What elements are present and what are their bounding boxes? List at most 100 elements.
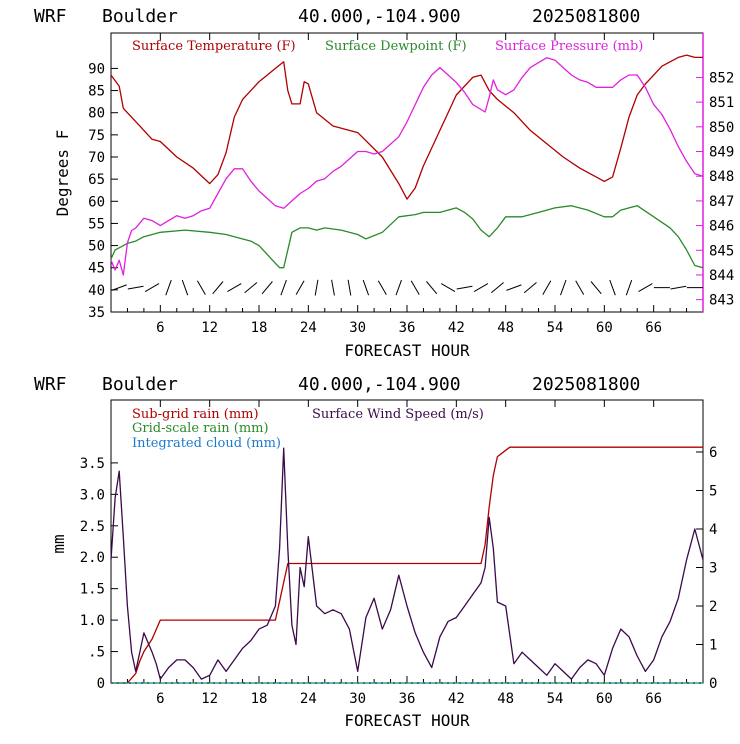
x-tick-label: 60 [596, 691, 613, 707]
precipitation-panel: 6 12 18 24 30 36 42 48 54 60 66 0.51.01.52.02.53.0… [49, 399, 717, 730]
wind-barb [295, 280, 305, 295]
wind-barb [347, 279, 352, 296]
legend-grid-scale-rain: Grid-scale rain (mm) [132, 421, 269, 436]
wind-barb [395, 279, 402, 296]
y-tick-label: 2.5 [80, 519, 105, 535]
series-sub-grid-rain [111, 446, 703, 684]
wind-barb [410, 280, 420, 295]
wind-barb [165, 279, 172, 296]
y-tick-label: 85 [88, 84, 105, 100]
panel1-legend: Surface Temperature (F) Surface Dewpoint… [132, 39, 643, 54]
wind-barb [542, 280, 552, 295]
panel1-y2-axis: 843 844 845 846 847 848 849 850 851 852 [696, 70, 734, 309]
wind-barb [362, 279, 370, 296]
wind-barb [506, 284, 522, 291]
panel1-y-label: Degrees F [53, 130, 72, 217]
wind-barb [670, 285, 687, 290]
wind-barb [331, 279, 335, 296]
wind-barb [377, 280, 387, 295]
y-tick-label: 45 [88, 261, 105, 277]
x-tick-label: 60 [596, 320, 613, 336]
wind-barb [490, 282, 504, 294]
y-tick-label: 3.5 [80, 456, 105, 472]
wind-barb [244, 282, 258, 294]
wind-barb [111, 284, 127, 291]
y2-tick-label: 850 [709, 120, 734, 136]
x-tick-label: 48 [497, 320, 514, 336]
panel2-header-date: 2025081800 [532, 374, 640, 395]
y2-tick-label: 843 [709, 293, 734, 309]
y2-tick-label: 2 [709, 599, 717, 615]
wind-barb [625, 279, 633, 296]
y-tick-label: 2.0 [80, 550, 105, 566]
panel1-header-date: 2025081800 [532, 6, 640, 27]
panel1-x-axis: 6 12 18 24 30 36 42 48 54 60 66 [126, 33, 688, 336]
x-tick-label: 36 [399, 691, 416, 707]
y2-tick-label: 847 [709, 194, 734, 210]
y-tick-label: 60 [88, 194, 105, 210]
series-surface-wind-speed [110, 447, 704, 680]
panel2-y2-axis: 0 1 2 3 4 5 6 [696, 445, 717, 692]
panel1-wind-barbs [111, 279, 703, 296]
y2-tick-label: 846 [709, 219, 734, 235]
panel2-legend: Sub-grid rain (mm) Surface Wind Speed (m… [132, 407, 484, 451]
x-tick-label: 66 [645, 691, 662, 707]
panel1-x-label: FORECAST HOUR [344, 341, 470, 360]
y2-tick-label: 849 [709, 145, 734, 161]
y2-tick-label: 848 [709, 169, 734, 185]
y-tick-label: 50 [88, 239, 105, 255]
x-tick-label: 54 [547, 691, 564, 707]
y-tick-label: 55 [88, 216, 105, 232]
wind-barb [523, 282, 537, 294]
x-tick-label: 36 [399, 320, 416, 336]
x-tick-label: 30 [349, 691, 366, 707]
wind-barb [609, 279, 616, 296]
y2-tick-label: 1 [709, 637, 717, 653]
y-tick-label: .5 [88, 645, 105, 661]
x-tick-label: 18 [251, 691, 268, 707]
x-tick-label: 66 [645, 320, 662, 336]
panel2-x-label: FORECAST HOUR [344, 711, 470, 730]
panel2-header: WRF Boulder 40.000,-104.900 2025081800 [34, 374, 640, 395]
y2-tick-label: 852 [709, 70, 734, 86]
x-tick-label: 12 [201, 691, 218, 707]
x-tick-label: 42 [448, 320, 465, 336]
panel2-header-coords: 40.000,-104.900 [298, 374, 461, 395]
y-tick-label: 80 [88, 106, 105, 122]
panel1-header: WRF Boulder 40.000,-104.900 2025081800 [34, 6, 640, 27]
panel2-y-label: mm [49, 534, 68, 553]
series-surface-pressure [110, 57, 704, 276]
wind-barb [127, 285, 144, 290]
wind-barb [590, 281, 602, 295]
wind-barb [196, 280, 206, 295]
panel1-series [110, 54, 704, 276]
legend-surface-wind-speed: Surface Wind Speed (m/s) [312, 407, 484, 422]
y2-tick-label: 3 [709, 560, 717, 576]
x-tick-label: 12 [201, 320, 218, 336]
legend-surface-pressure: Surface Pressure (mb) [495, 39, 643, 54]
wind-barb [227, 283, 242, 293]
x-tick-label: 48 [497, 691, 514, 707]
wind-barb [440, 283, 456, 293]
y-tick-label: 1.0 [80, 613, 105, 629]
y-tick-label: 65 [88, 172, 105, 188]
wind-barb [144, 283, 160, 293]
y-tick-label: 0 [97, 676, 105, 692]
y2-tick-label: 844 [709, 268, 734, 284]
panel2-header-model: WRF [34, 374, 67, 395]
legend-integrated-cloud: Integrated cloud (mm) [132, 436, 281, 451]
x-tick-label: 30 [349, 320, 366, 336]
wind-barb [280, 279, 287, 296]
wind-barb [314, 279, 319, 296]
wind-barb [456, 285, 473, 290]
temperature-panel: 6 12 18 24 30 36 42 48 54 60 66 35 40 45 50 55 60 65 70 75… [53, 32, 734, 360]
wind-barb [181, 279, 189, 296]
y-tick-label: 35 [88, 305, 105, 321]
x-tick-label: 24 [300, 320, 317, 336]
wind-barb [212, 281, 224, 295]
y2-tick-label: 845 [709, 243, 734, 259]
y-tick-label: 70 [88, 150, 105, 166]
panel1-header-station: Boulder [102, 6, 178, 27]
